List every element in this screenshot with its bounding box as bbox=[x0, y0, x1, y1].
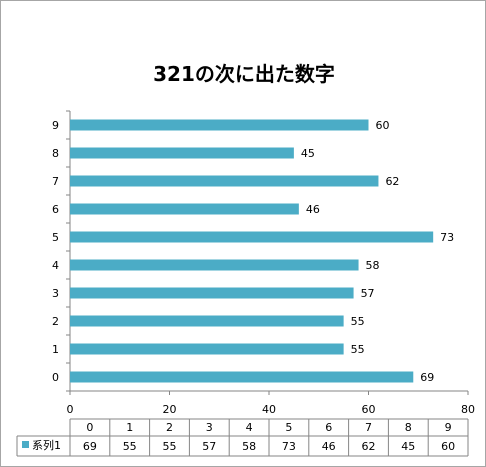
table-value-cell: 45 bbox=[401, 440, 415, 453]
y-tick-label: 0 bbox=[52, 371, 59, 384]
table-value-cell: 55 bbox=[123, 440, 137, 453]
bar bbox=[70, 119, 369, 131]
data-label: 46 bbox=[306, 203, 320, 216]
table-header-cell: 1 bbox=[126, 421, 133, 434]
legend-key bbox=[22, 441, 29, 448]
bar bbox=[70, 259, 359, 271]
data-label: 45 bbox=[301, 147, 315, 160]
data-label: 58 bbox=[366, 259, 380, 272]
table-value-cell: 60 bbox=[441, 440, 455, 453]
table-header-cell: 8 bbox=[405, 421, 412, 434]
x-tick-label: 60 bbox=[362, 403, 376, 416]
x-tick-label: 20 bbox=[163, 403, 177, 416]
chart-title: 321の次に出た数字 bbox=[153, 62, 335, 86]
table-value-cell: 58 bbox=[242, 440, 256, 453]
y-tick-label: 9 bbox=[52, 119, 59, 132]
y-tick-label: 5 bbox=[52, 231, 59, 244]
table-header-cell: 5 bbox=[285, 421, 292, 434]
data-label: 73 bbox=[440, 231, 454, 244]
x-tick-label: 40 bbox=[262, 403, 276, 416]
x-tick-label: 80 bbox=[461, 403, 475, 416]
table-header-cell: 9 bbox=[445, 421, 452, 434]
table-value-cell: 73 bbox=[282, 440, 296, 453]
y-tick-label: 3 bbox=[52, 287, 59, 300]
table-header-cell: 4 bbox=[246, 421, 253, 434]
data-label: 69 bbox=[420, 371, 434, 384]
bar bbox=[70, 343, 344, 355]
bar bbox=[70, 203, 299, 215]
bar bbox=[70, 287, 354, 299]
table-value-cell: 55 bbox=[163, 440, 177, 453]
table-header-cell: 6 bbox=[325, 421, 332, 434]
data-label: 57 bbox=[361, 287, 375, 300]
bar bbox=[70, 315, 344, 327]
y-tick-label: 8 bbox=[52, 147, 59, 160]
y-tick-label: 2 bbox=[52, 315, 59, 328]
legend-label: 系列1 bbox=[32, 438, 61, 452]
table-value-cell: 46 bbox=[322, 440, 336, 453]
bar bbox=[70, 371, 414, 383]
bar bbox=[70, 231, 434, 243]
table-value-cell: 57 bbox=[202, 440, 216, 453]
y-tick-label: 6 bbox=[52, 203, 59, 216]
data-label: 55 bbox=[351, 343, 365, 356]
data-label: 62 bbox=[385, 175, 399, 188]
y-tick-label: 1 bbox=[52, 343, 59, 356]
y-tick-label: 7 bbox=[52, 175, 59, 188]
data-label: 60 bbox=[376, 119, 390, 132]
bar bbox=[70, 147, 294, 159]
y-tick-label: 4 bbox=[52, 259, 59, 272]
table-header-cell: 7 bbox=[365, 421, 372, 434]
data-label: 55 bbox=[351, 315, 365, 328]
table-header-cell: 0 bbox=[86, 421, 93, 434]
bar bbox=[70, 175, 379, 187]
table-value-cell: 62 bbox=[362, 440, 376, 453]
table-header-cell: 2 bbox=[166, 421, 173, 434]
table-header-cell: 3 bbox=[206, 421, 213, 434]
table-value-cell: 69 bbox=[83, 440, 97, 453]
x-tick-label: 0 bbox=[67, 403, 74, 416]
